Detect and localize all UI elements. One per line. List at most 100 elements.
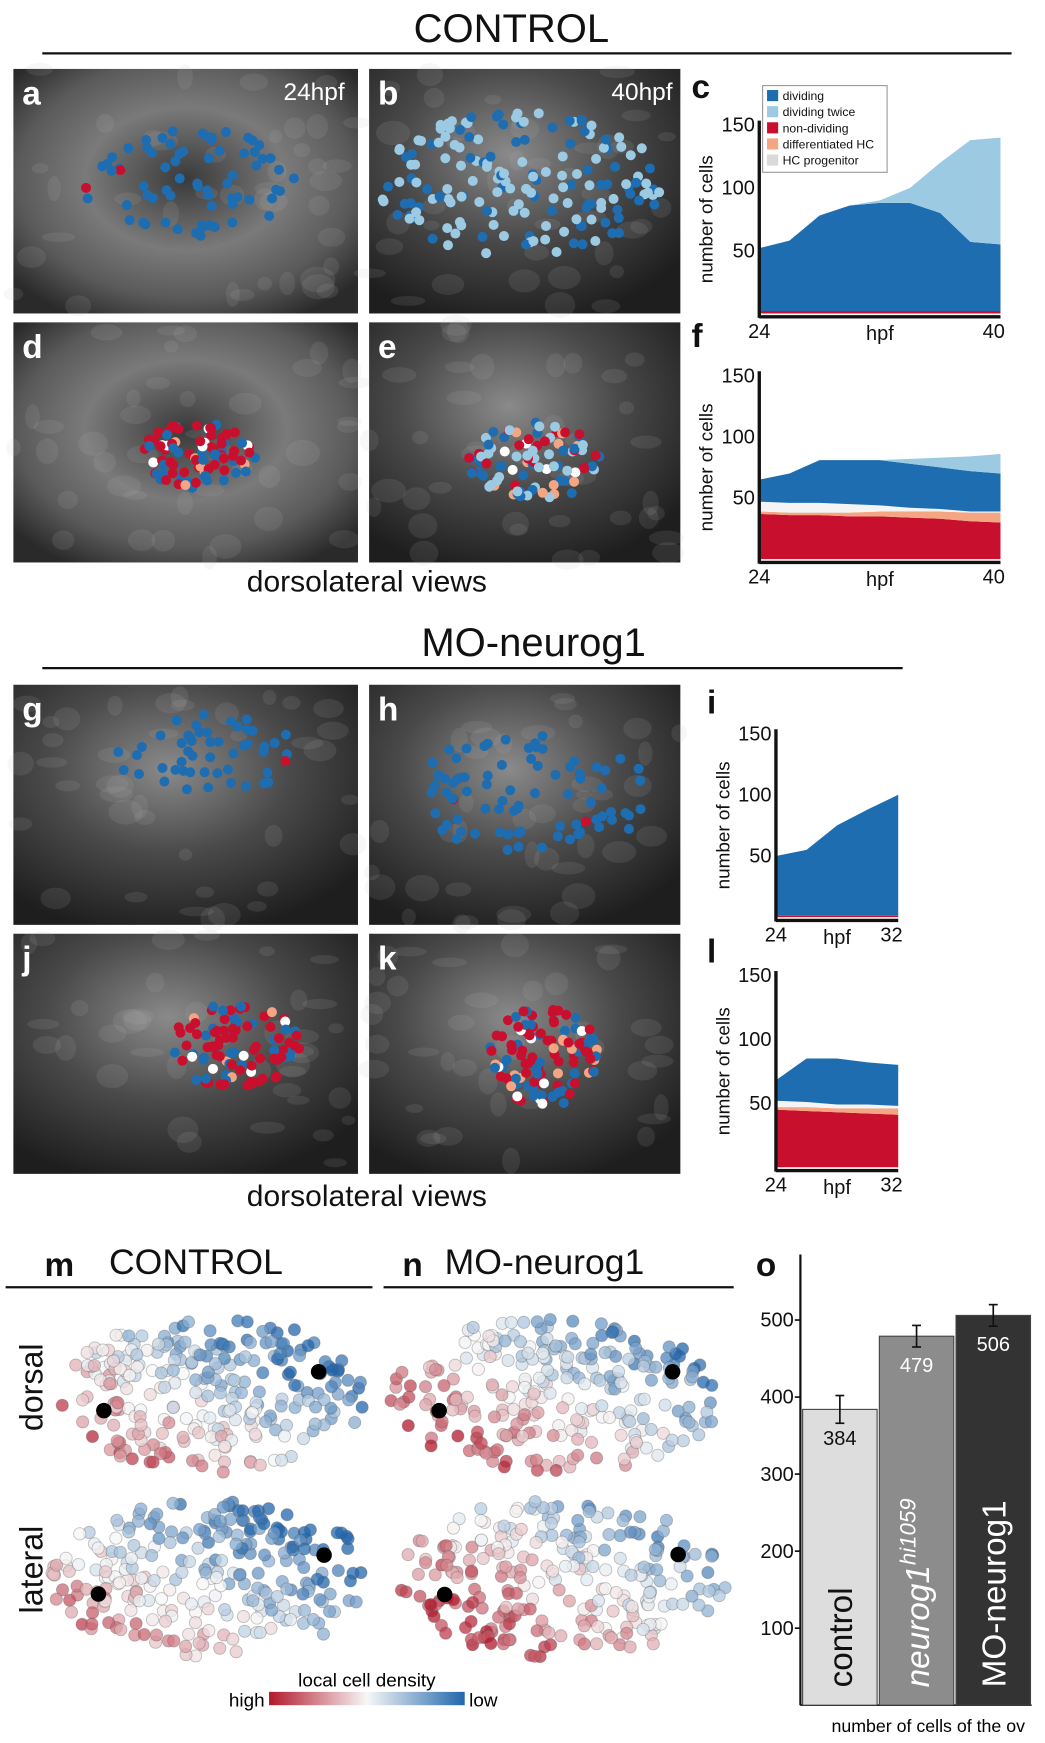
cell-density-dot xyxy=(485,1378,499,1392)
cell-dot-dividing xyxy=(552,831,563,842)
tissue-texture xyxy=(621,109,651,122)
cell-density-dot xyxy=(192,1522,207,1537)
tissue-texture xyxy=(533,847,560,871)
tissue-texture xyxy=(578,549,601,566)
cell-dot-dividing xyxy=(267,193,278,204)
cell-dot-non xyxy=(561,1009,572,1020)
n-title: MO-neurog1 xyxy=(445,1242,645,1282)
cell-dot-dividing xyxy=(480,803,491,814)
cell-dot-dividing xyxy=(191,1074,202,1085)
tissue-texture xyxy=(322,159,352,173)
cell-density-dot xyxy=(546,1564,560,1578)
cell-dot-dividing xyxy=(537,731,548,742)
cell-dot-dividing xyxy=(228,1047,239,1058)
tissue-texture xyxy=(229,289,255,301)
cell-density-dot xyxy=(279,1418,294,1432)
cell-density-dot xyxy=(258,1548,272,1562)
tissue-texture xyxy=(247,901,267,912)
tissue-texture xyxy=(638,507,659,529)
cell-dot-non xyxy=(523,434,534,445)
cell-dot-twice xyxy=(498,168,509,179)
cell-density-dot xyxy=(182,1627,196,1641)
tissue-texture xyxy=(53,707,81,731)
tissue-texture xyxy=(339,833,367,856)
micrograph-a: a xyxy=(3,62,371,317)
cell-density-dot xyxy=(91,1541,105,1555)
tissue-texture xyxy=(194,929,220,941)
cell-density-dot xyxy=(401,1419,415,1433)
cell-dot-twice xyxy=(455,160,467,171)
cell-dot-non xyxy=(195,436,206,447)
tissue-texture xyxy=(420,1133,447,1145)
cell-density-dot xyxy=(181,1315,196,1329)
marker-cell-dot xyxy=(670,1546,686,1563)
cell-density-dot xyxy=(528,1649,542,1663)
tissue-texture xyxy=(452,914,471,934)
tissue-texture xyxy=(268,129,283,143)
tissue-texture xyxy=(551,549,584,570)
cell-density-dot xyxy=(688,1547,702,1561)
density-colorbar xyxy=(269,1691,465,1706)
cell-dot-non xyxy=(524,1030,535,1041)
cell-density-dot xyxy=(233,1567,247,1582)
cell-dot-dividing xyxy=(244,194,255,205)
cell-density-dot xyxy=(648,1542,662,1557)
x-axis-label: hpf xyxy=(823,927,851,949)
cell-dot-dividing xyxy=(217,1005,228,1016)
tissue-texture xyxy=(146,972,165,993)
legend-label: dividing twice xyxy=(783,105,856,119)
tissue-texture xyxy=(124,892,148,903)
cell-dot-dividing xyxy=(271,184,282,195)
cell-dot-non xyxy=(265,1021,276,1032)
cell-density-dot xyxy=(63,1593,77,1607)
cell-density-dot xyxy=(513,1335,527,1349)
cell-dot-dividing xyxy=(161,429,172,440)
cell-dot-dividing xyxy=(482,738,493,749)
x-tick-label: 24 xyxy=(765,925,787,947)
tissue-texture xyxy=(20,933,38,955)
cell-dot-dividing xyxy=(597,811,608,822)
cell-density-dot xyxy=(529,1453,544,1467)
tissue-texture xyxy=(284,117,306,139)
x-tick-label: 32 xyxy=(880,925,902,947)
tissue-texture xyxy=(40,887,71,910)
cell-dot-dividing xyxy=(576,221,587,232)
cell-density-dot xyxy=(692,1598,706,1612)
tissue-texture xyxy=(576,789,591,800)
cell-dot-non xyxy=(481,458,492,469)
micrograph-background xyxy=(13,68,358,314)
tissue-texture xyxy=(447,1014,475,1031)
cell-density-dot xyxy=(134,1418,148,1432)
cell-dot-non xyxy=(271,1071,282,1082)
cell-density-dot xyxy=(418,1556,433,1570)
cell-density-dot xyxy=(544,1516,558,1530)
cell-density-dot xyxy=(591,1594,606,1608)
x-axis-label: hpf xyxy=(866,569,894,591)
cell-dot-twice xyxy=(494,472,505,483)
cell-dot-dividing xyxy=(454,772,465,783)
cell-density-dot xyxy=(134,1502,148,1516)
cell-dot-twice xyxy=(528,236,539,247)
cell-dot-twice xyxy=(456,220,467,231)
cell-dot-dividing xyxy=(170,764,181,775)
tissue-texture xyxy=(230,729,248,742)
cell-dot-dividing xyxy=(209,449,220,460)
cell-density-dot xyxy=(598,1582,612,1596)
cell-density-dot xyxy=(501,1353,515,1368)
tissue-texture xyxy=(512,808,537,830)
cell-dot-dividing xyxy=(465,152,476,163)
tissue-texture xyxy=(78,431,109,456)
cell-density-dot xyxy=(571,1448,585,1462)
cell-density-dot xyxy=(156,1565,170,1579)
cell-density-dot xyxy=(502,1633,516,1647)
cell-dot-non xyxy=(205,422,216,433)
cell-dot-dividing xyxy=(383,181,394,192)
cell-density-dot xyxy=(256,1366,270,1380)
cell-dot-dividing xyxy=(131,750,142,761)
x-tick-label: 40 xyxy=(983,321,1005,343)
tissue-texture xyxy=(120,405,152,425)
tissue-texture xyxy=(551,861,586,875)
cell-density-dot xyxy=(287,1323,301,1337)
cell-density-dot xyxy=(611,1364,626,1379)
cell-density-dot xyxy=(606,1604,620,1618)
